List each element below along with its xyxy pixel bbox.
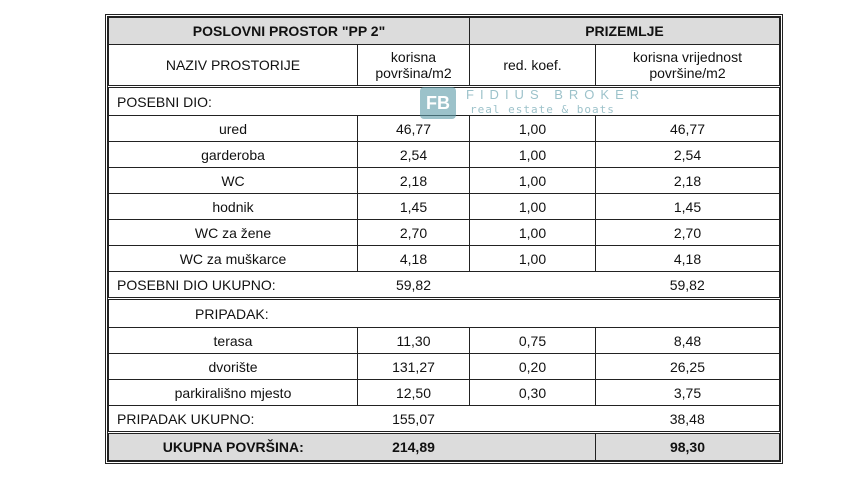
- grand-label: UKUPNA POVRŠINA:: [108, 431, 358, 461]
- empty-cell: [469, 271, 596, 299]
- col-area-l1: korisna: [390, 49, 437, 65]
- weighted-area: 26,25: [595, 353, 780, 380]
- coefficient: 0,75: [469, 327, 596, 354]
- total-label: POSEBNI DIO UKUPNO:: [108, 271, 358, 299]
- unit-title: POSLOVNI PROSTOR "PP 2": [108, 17, 470, 45]
- area: 2,54: [357, 141, 470, 168]
- column-headers: NAZIV PROSTORIJE korisna površina/m2 red.…: [108, 44, 780, 87]
- room-name: garderoba: [108, 141, 358, 168]
- coefficient: 1,00: [469, 193, 596, 220]
- area-table: POSLOVNI PROSTOR "PP 2" PRIZEMLJE NAZIV …: [105, 14, 783, 464]
- col-value-l2: površine/m2: [649, 65, 726, 81]
- weighted-area: 8,48: [595, 327, 780, 354]
- coefficient: 1,00: [469, 141, 596, 168]
- section-pripadak: PRIPADAK:: [108, 297, 780, 328]
- room-name: WC za žene: [108, 219, 358, 246]
- table-row: garderoba 2,54 1,00 2,54: [108, 141, 780, 168]
- area: 12,50: [357, 379, 470, 406]
- section-label: POSEBNI DIO:: [108, 85, 780, 116]
- room-name: dvorište: [108, 353, 358, 380]
- coefficient: 1,00: [469, 115, 596, 142]
- weighted-area: 46,77: [595, 115, 780, 142]
- weighted-area: 2,70: [595, 219, 780, 246]
- grand-value: 98,30: [595, 431, 780, 461]
- room-name: WC: [108, 167, 358, 194]
- total-area: 59,82: [357, 271, 470, 299]
- area: 46,77: [357, 115, 470, 142]
- table-row: WC za žene 2,70 1,00 2,70: [108, 219, 780, 246]
- section-label: PRIPADAK:: [108, 297, 780, 328]
- area: 4,18: [357, 245, 470, 272]
- weighted-area: 2,18: [595, 167, 780, 194]
- coefficient: 0,20: [469, 353, 596, 380]
- total-label: PRIPADAK UKUPNO:: [108, 405, 358, 433]
- table-row: hodnik 1,45 1,00 1,45: [108, 193, 780, 220]
- grand-total-row: UKUPNA POVRŠINA: 214,89 98,30: [108, 431, 780, 461]
- table-row: WC za muškarce 4,18 1,00 4,18: [108, 245, 780, 272]
- weighted-area: 1,45: [595, 193, 780, 220]
- col-coef: red. koef.: [469, 44, 596, 87]
- room-name: hodnik: [108, 193, 358, 220]
- room-name: parkirališno mjesto: [108, 379, 358, 406]
- area: 11,30: [357, 327, 470, 354]
- section-posebni: POSEBNI DIO:: [108, 85, 780, 116]
- weighted-area: 4,18: [595, 245, 780, 272]
- room-name: terasa: [108, 327, 358, 354]
- area: 2,70: [357, 219, 470, 246]
- col-value-l1: korisna vrijednost: [633, 49, 742, 65]
- total-value: 59,82: [595, 271, 780, 299]
- coefficient: 1,00: [469, 219, 596, 246]
- room-name: WC za muškarce: [108, 245, 358, 272]
- section-total-row: PRIPADAK UKUPNO: 155,07 38,48: [108, 405, 780, 433]
- weighted-area: 2,54: [595, 141, 780, 168]
- area: 131,27: [357, 353, 470, 380]
- weighted-area: 3,75: [595, 379, 780, 406]
- room-name: ured: [108, 115, 358, 142]
- col-area: korisna površina/m2: [357, 44, 470, 87]
- floor-title: PRIZEMLJE: [469, 17, 780, 45]
- table-row: ured 46,77 1,00 46,77: [108, 115, 780, 142]
- grand-area: 214,89: [357, 431, 470, 461]
- table-row: dvorište 131,27 0,20 26,25: [108, 353, 780, 380]
- coefficient: 1,00: [469, 167, 596, 194]
- empty-cell: [469, 405, 596, 433]
- table-row: WC 2,18 1,00 2,18: [108, 167, 780, 194]
- col-name: NAZIV PROSTORIJE: [108, 44, 358, 87]
- area: 1,45: [357, 193, 470, 220]
- col-area-l2: površina/m2: [375, 65, 452, 81]
- section-total-row: POSEBNI DIO UKUPNO: 59,82 59,82: [108, 271, 780, 299]
- table-header-row: POSLOVNI PROSTOR "PP 2" PRIZEMLJE: [108, 17, 780, 45]
- col-value: korisna vrijednost površine/m2: [595, 44, 780, 87]
- total-area: 155,07: [357, 405, 470, 433]
- table-row: terasa 11,30 0,75 8,48: [108, 327, 780, 354]
- total-value: 38,48: [595, 405, 780, 433]
- empty-cell: [469, 431, 596, 461]
- coefficient: 0,30: [469, 379, 596, 406]
- table-row: parkirališno mjesto 12,50 0,30 3,75: [108, 379, 780, 406]
- area: 2,18: [357, 167, 470, 194]
- coefficient: 1,00: [469, 245, 596, 272]
